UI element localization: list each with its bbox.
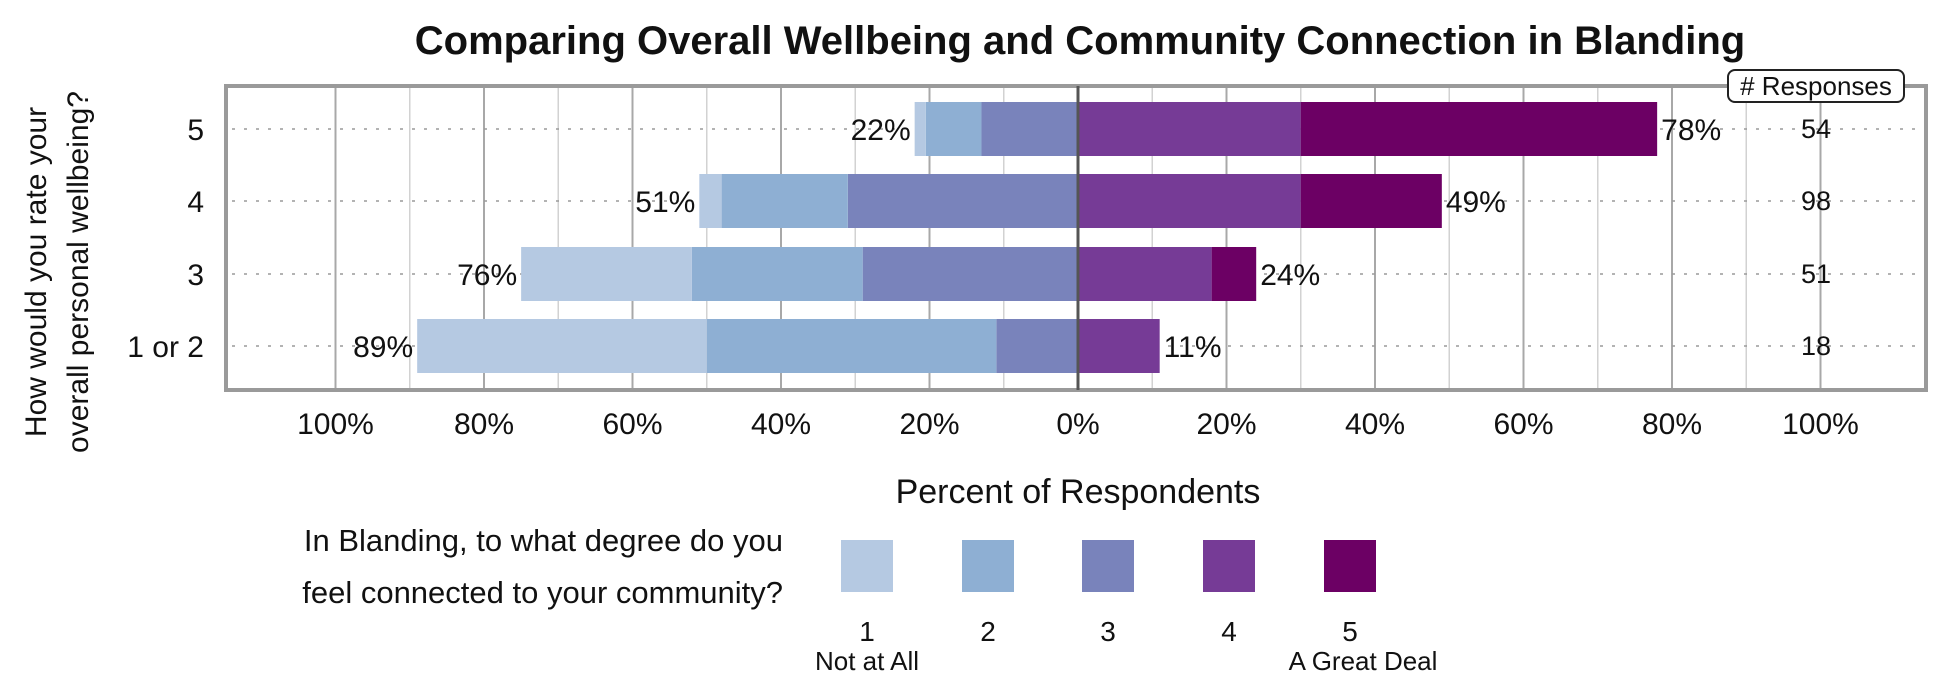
bar-segment-level-2	[706, 319, 997, 373]
plot-area-border	[224, 84, 1928, 392]
category-label: 4	[187, 186, 204, 219]
legend-high-anchor: A Great Deal	[1289, 646, 1438, 675]
legend-items: 1 2 3 4 5	[841, 540, 1376, 647]
x-tick-label: 100%	[297, 408, 374, 441]
response-count: 18	[1801, 331, 1831, 361]
positive-total-label: 49%	[1446, 186, 1506, 219]
x-tick-label: 60%	[1493, 408, 1553, 441]
x-axis-ticks: 100% 80% 60% 40% 20% 0% 20% 40% 60% 80% 100%	[297, 408, 1859, 441]
x-tick-label: 60%	[602, 408, 662, 441]
bar-segment-level-5	[1211, 247, 1257, 301]
legend-swatch-3	[1082, 540, 1134, 592]
legend-low-anchor: Not at All	[815, 646, 919, 675]
x-tick-label: 80%	[454, 408, 514, 441]
x-tick-label: 80%	[1642, 408, 1702, 441]
bar-segment-level-4	[1078, 319, 1160, 373]
negative-total-label: 89%	[353, 331, 413, 364]
legend-item-label: 3	[1100, 616, 1116, 647]
bar-segment-level-1	[521, 247, 692, 301]
legend-item-label: 4	[1221, 616, 1237, 647]
legend-title-line-2: feel connected to your community?	[302, 575, 783, 610]
positive-total-label: 78%	[1661, 114, 1721, 147]
bar-segment-level-1	[914, 102, 926, 156]
legend: In Blanding, to what degree do you feel …	[302, 523, 1437, 675]
x-axis-label: Percent of Respondents	[896, 473, 1261, 511]
y-axis-label-line-1: How would you rate your	[20, 107, 53, 437]
y-axis-label: How would you rate your overall personal…	[20, 91, 95, 453]
negative-total-label: 22%	[851, 114, 911, 147]
bars	[417, 102, 1658, 373]
bar-segment-level-5	[1300, 174, 1442, 228]
response-count: 54	[1801, 114, 1831, 144]
legend-swatch-2	[962, 540, 1014, 592]
legend-item-label: 5	[1342, 616, 1358, 647]
positive-total-label: 24%	[1260, 259, 1320, 292]
bar-segment-level-3	[847, 174, 1078, 228]
positive-total-label: 11%	[1164, 331, 1222, 364]
bar-segment-level-3	[996, 319, 1078, 373]
category-label: 1 or 2	[127, 331, 204, 364]
responses-header-label: # Responses	[1740, 71, 1892, 101]
legend-title-line-1: In Blanding, to what degree do you	[304, 523, 783, 558]
chart-title: Comparing Overall Wellbeing and Communit…	[415, 19, 1745, 63]
negative-total-label: 51%	[635, 186, 695, 219]
bar-segment-level-5	[1300, 102, 1658, 156]
bar-segment-level-4	[1078, 247, 1212, 301]
category-label: 5	[187, 114, 204, 147]
legend-item-label: 2	[980, 616, 996, 647]
bar-segment-level-2	[691, 247, 863, 301]
response-count: 51	[1801, 259, 1831, 289]
bar-segment-level-3	[862, 247, 1078, 301]
x-tick-label: 0%	[1056, 408, 1099, 441]
legend-swatch-1	[841, 540, 893, 592]
bar-segment-level-1	[417, 319, 707, 373]
legend-swatch-5	[1324, 540, 1376, 592]
negative-total-label: 76%	[457, 259, 517, 292]
x-tick-label: 40%	[751, 408, 811, 441]
bar-segment-level-4	[1078, 174, 1301, 228]
x-tick-label: 100%	[1782, 408, 1859, 441]
x-tick-label: 20%	[1196, 408, 1256, 441]
legend-swatch-4	[1203, 540, 1255, 592]
labels: 5 22% 78% 54 4 51% 49% 98 3 76% 24% 51 1 or 2 89% 11% 1…	[127, 114, 1831, 364]
bar-segment-level-1	[699, 174, 722, 228]
bar-segment-level-2	[721, 174, 848, 228]
category-label: 3	[187, 259, 204, 292]
bar-segment-level-2	[925, 102, 982, 156]
response-count: 98	[1801, 186, 1831, 216]
bar-segment-level-3	[981, 102, 1078, 156]
x-tick-label: 40%	[1345, 408, 1405, 441]
x-tick-label: 20%	[899, 408, 959, 441]
bar-segment-level-4	[1078, 102, 1301, 156]
responses-header: # Responses	[1727, 69, 1905, 103]
legend-item-label: 1	[859, 616, 875, 647]
y-axis-label-line-2: overall personal wellbeing?	[62, 91, 95, 453]
